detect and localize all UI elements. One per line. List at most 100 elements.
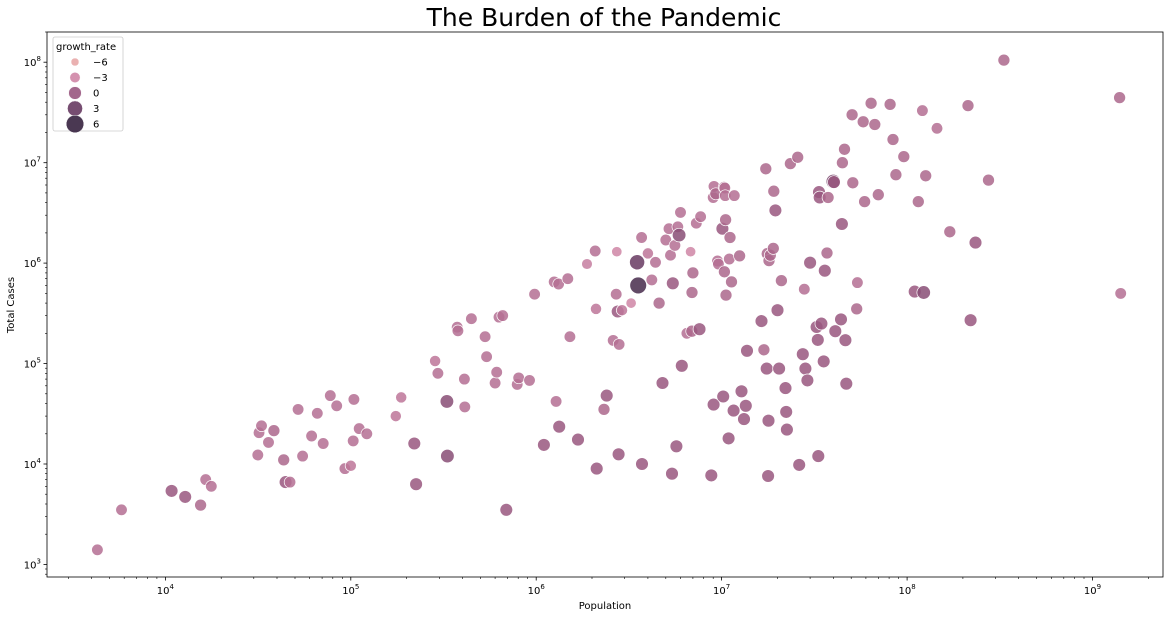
scatter-point — [611, 447, 626, 462]
scatter-point — [659, 233, 672, 247]
scatter-point — [649, 256, 662, 269]
scatter-point — [871, 188, 885, 202]
y-axis: 103 104 105 106 107 108 — [24, 31, 47, 575]
scatter-point — [719, 213, 732, 227]
scatter-point — [845, 108, 859, 122]
scatter-point — [395, 391, 408, 404]
scatter-point — [779, 405, 793, 419]
scatter-point — [851, 276, 864, 289]
scatter-point — [706, 397, 721, 412]
scatter-point — [828, 324, 843, 338]
scatter-point — [652, 296, 666, 310]
scatter-point — [780, 422, 794, 437]
scatter-point — [766, 242, 780, 255]
scatter-point — [868, 118, 882, 131]
scatter-point — [1113, 91, 1126, 104]
scatter-point — [537, 438, 551, 452]
scatter-point — [451, 324, 465, 337]
scatter-point — [671, 227, 687, 243]
legend-marker — [68, 86, 82, 100]
scatter-point — [458, 400, 471, 414]
scatter-point — [478, 330, 492, 343]
scatter-point — [409, 477, 423, 491]
scatter-point — [283, 475, 297, 489]
scatter-point — [850, 302, 864, 316]
scatter-point — [726, 403, 741, 418]
x-tick-label: 107 — [713, 583, 730, 597]
scatter-point — [728, 189, 741, 202]
scatter-point — [194, 498, 207, 512]
scatter-point — [778, 381, 793, 395]
scatter-point — [635, 457, 649, 471]
y-tick-label: 106 — [24, 256, 42, 270]
scatter-point — [685, 286, 699, 299]
scatter-point — [407, 436, 422, 451]
scatter-point — [528, 288, 541, 301]
scatter-point — [581, 258, 593, 270]
scatter-point — [740, 344, 754, 358]
scatter-point — [429, 355, 442, 367]
scatter-point — [629, 276, 647, 295]
scatter-point — [324, 389, 337, 402]
x-tick-label: 105 — [342, 583, 359, 597]
scatter-point — [768, 203, 783, 218]
scatter-point — [655, 376, 670, 390]
scatter-point — [610, 288, 623, 301]
scatter-point — [761, 469, 775, 483]
scatter-point — [725, 275, 738, 289]
scatter-point — [997, 53, 1011, 67]
scatter-point — [897, 150, 911, 163]
legend-label: −3 — [93, 73, 108, 84]
scatter-point — [811, 333, 825, 347]
scatter-point — [589, 244, 602, 258]
y-tick-label: 108 — [24, 55, 41, 69]
scatter-point — [91, 543, 104, 556]
scatter-point — [719, 288, 733, 302]
x-tick-label: 106 — [528, 583, 546, 597]
scatter-point — [616, 304, 628, 317]
scatter-point — [759, 361, 774, 376]
scatter-point — [675, 359, 689, 373]
scatter-point — [982, 173, 995, 187]
x-tick-label: 104 — [157, 583, 175, 597]
legend: growth_rate −6 −3 0 3 6 — [52, 36, 124, 134]
scatter-point — [961, 99, 975, 112]
scatter-point — [561, 272, 574, 285]
scatter-point — [916, 104, 929, 117]
scatter-point — [669, 439, 684, 454]
scatter-point — [389, 410, 402, 423]
scatter-point — [834, 312, 848, 327]
scatter-point — [251, 448, 264, 462]
scatter-point — [360, 427, 373, 440]
scatter-point — [641, 247, 654, 260]
scatter-point — [916, 285, 931, 300]
scatter-point — [552, 277, 565, 291]
scatter-point — [818, 263, 832, 278]
scatter-point — [716, 389, 730, 404]
scatter-point — [296, 449, 309, 463]
scatter-point — [480, 350, 493, 363]
scatter-point — [803, 255, 817, 270]
scatter-point — [821, 191, 835, 204]
scatter-point — [590, 302, 602, 315]
scatter-point — [798, 361, 813, 376]
scatter-point — [686, 266, 700, 280]
points-layer — [91, 53, 1127, 556]
scatter-point — [1114, 287, 1127, 300]
scatter-point — [465, 312, 478, 325]
scatter-point — [267, 424, 281, 437]
scatter-point — [311, 407, 324, 420]
legend-marker — [65, 114, 85, 134]
scatter-point — [838, 333, 853, 347]
scatter-point — [115, 503, 128, 516]
scatter-point — [597, 403, 611, 416]
scatter-point — [589, 461, 604, 476]
scatter-point — [796, 347, 810, 361]
scatter-point — [968, 235, 983, 250]
x-axis: 104 105 106 107 108 109 — [68, 577, 1149, 597]
legend-marker — [67, 100, 83, 117]
scatter-point — [178, 490, 192, 504]
scatter-point — [772, 361, 786, 376]
y-tick-label: 105 — [24, 357, 41, 371]
scatter-point — [754, 314, 769, 328]
